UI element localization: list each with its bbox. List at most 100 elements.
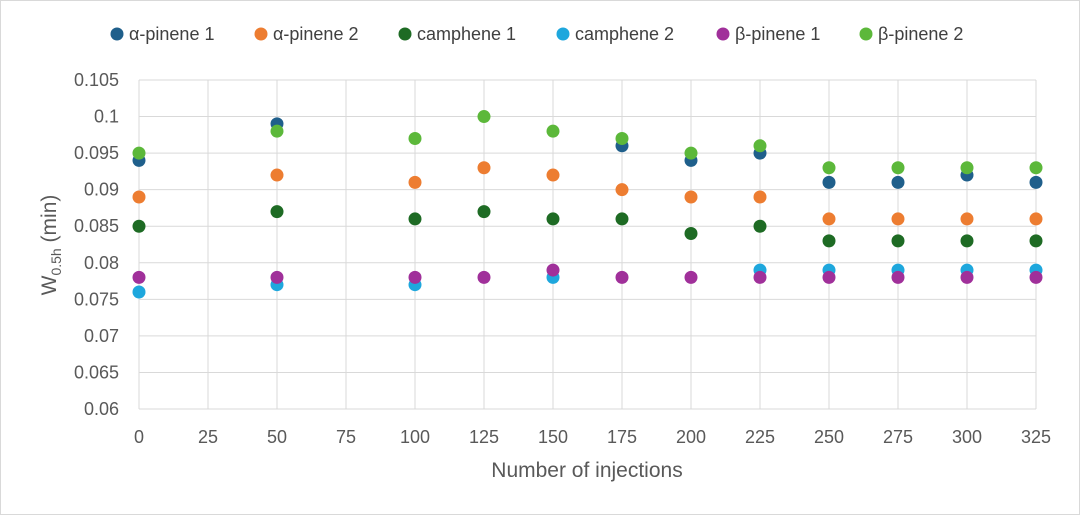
legend-marker [254,27,268,41]
x-tick-label: 325 [1021,427,1051,447]
data-point-series-5 [270,270,284,284]
data-point-series-5 [477,270,491,284]
data-point-series-5 [408,270,422,284]
y-tick-label: 0.095 [74,143,119,163]
data-point-series-3 [1029,234,1043,248]
x-axis-title: Number of injections [491,459,682,482]
y-tick-label: 0.08 [84,253,119,273]
data-point-series-3 [822,234,836,248]
x-tick-label: 150 [538,427,568,447]
legend-label: α-pinene 1 [129,24,214,44]
y-tick-label: 0.075 [74,289,119,309]
data-point-series-2 [546,168,560,182]
x-tick-label: 225 [745,427,775,447]
data-point-series-3 [132,219,146,233]
data-point-series-6 [684,146,698,160]
legend-marker [110,27,124,41]
data-point-series-2 [684,190,698,204]
data-point-series-4 [132,285,146,299]
x-tick-label: 125 [469,427,499,447]
data-point-series-5 [960,270,974,284]
data-points [132,110,1043,299]
y-tick-label: 0.1 [94,107,119,127]
data-point-series-2 [477,161,491,175]
data-point-series-6 [891,161,905,175]
data-point-series-3 [546,212,560,226]
data-point-series-6 [546,124,560,138]
legend-label: β-pinene 2 [878,24,963,44]
y-axis-ticks: 0.060.0650.070.0750.080.0850.090.0950.10… [74,70,119,419]
data-point-series-3 [615,212,629,226]
x-tick-label: 300 [952,427,982,447]
y-tick-label: 0.06 [84,399,119,419]
y-tick-label: 0.09 [84,180,119,200]
legend-label: camphene 2 [575,24,674,44]
y-axis-title-main: W [38,275,61,295]
data-point-series-2 [270,168,284,182]
data-point-series-3 [684,227,698,241]
x-tick-label: 200 [676,427,706,447]
legend-marker [398,27,412,41]
data-point-series-2 [1029,212,1043,226]
legend: α-pinene 1 α-pinene 2 camphene 1 camphene 2… [110,24,963,44]
data-point-series-3 [270,205,284,219]
data-point-series-5 [1029,270,1043,284]
x-tick-label: 175 [607,427,637,447]
y-axis-title-subscript: 0.5h [48,248,64,275]
data-point-series-5 [684,270,698,284]
data-point-series-6 [408,131,422,145]
legend-marker [556,27,570,41]
data-point-series-1 [891,175,905,189]
data-point-series-5 [546,263,560,277]
data-point-series-6 [132,146,146,160]
data-point-series-6 [960,161,974,175]
data-point-series-6 [822,161,836,175]
data-point-series-3 [753,219,767,233]
legend-marker [859,27,873,41]
data-point-series-1 [822,175,836,189]
data-point-series-5 [615,270,629,284]
legend-label: β-pinene 1 [735,24,820,44]
data-point-series-1 [1029,175,1043,189]
x-tick-label: 250 [814,427,844,447]
legend-marker [716,27,730,41]
x-tick-label: 50 [267,427,287,447]
y-tick-label: 0.105 [74,70,119,90]
data-point-series-2 [408,175,422,189]
legend-label: camphene 1 [417,24,516,44]
data-point-series-5 [132,270,146,284]
y-tick-label: 0.085 [74,216,119,236]
data-point-series-6 [615,131,629,145]
x-tick-label: 100 [400,427,430,447]
x-tick-label: 275 [883,427,913,447]
x-tick-label: 25 [198,427,218,447]
gridlines [138,79,1037,410]
y-axis-title: W0.5h (min) [38,195,64,296]
data-point-series-6 [477,110,491,124]
legend-label: α-pinene 2 [273,24,358,44]
data-point-series-2 [615,183,629,197]
data-point-series-2 [132,190,146,204]
data-point-series-2 [822,212,836,226]
data-point-series-5 [891,270,905,284]
y-tick-label: 0.065 [74,362,119,382]
data-point-series-6 [1029,161,1043,175]
x-tick-label: 75 [336,427,356,447]
data-point-series-3 [477,205,491,219]
x-axis-ticks: 0 25 50 75 100 125 150 175 200 225 250 275 300 325 [134,427,1051,447]
data-point-series-3 [408,212,422,226]
data-point-series-3 [891,234,905,248]
data-point-series-6 [753,139,767,153]
data-point-series-3 [960,234,974,248]
data-point-series-5 [822,270,836,284]
data-point-series-6 [270,124,284,138]
data-point-series-2 [753,190,767,204]
data-point-series-2 [891,212,905,226]
y-axis-title-unit: (min) [38,195,61,249]
x-tick-label: 0 [134,427,144,447]
data-point-series-2 [960,212,974,226]
y-tick-label: 0.07 [84,326,119,346]
data-point-series-5 [753,270,767,284]
